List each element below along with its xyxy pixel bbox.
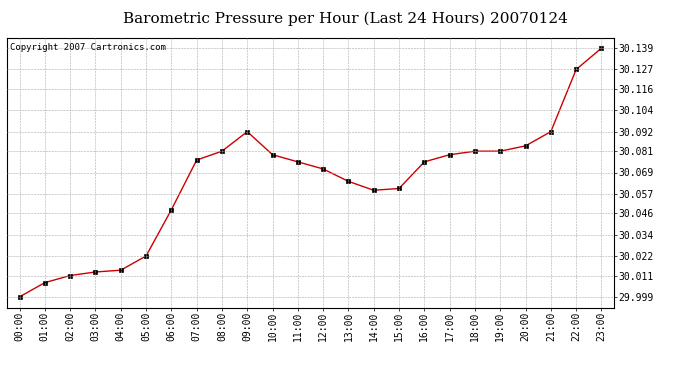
Text: Barometric Pressure per Hour (Last 24 Hours) 20070124: Barometric Pressure per Hour (Last 24 Ho…: [123, 11, 567, 26]
Text: Copyright 2007 Cartronics.com: Copyright 2007 Cartronics.com: [10, 43, 166, 52]
